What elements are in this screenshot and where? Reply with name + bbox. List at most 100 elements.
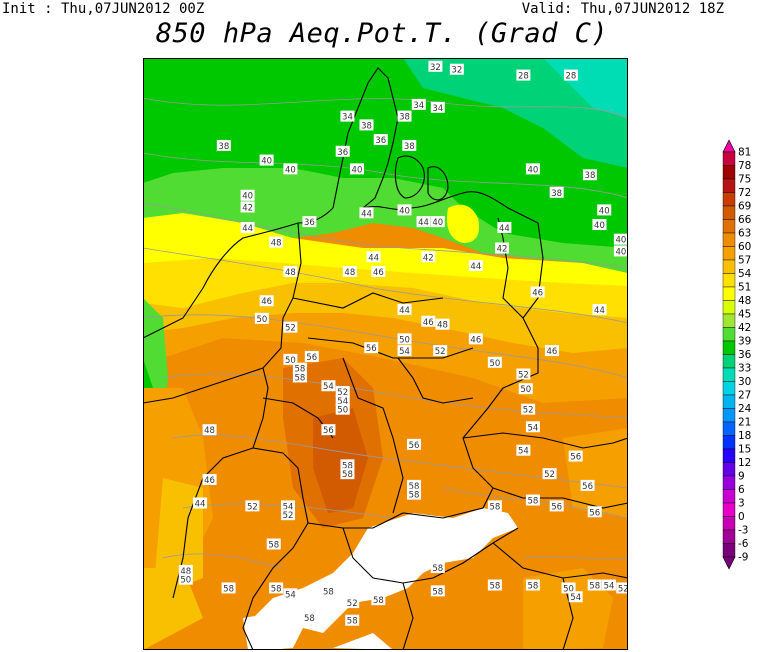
- svg-text:58: 58: [432, 587, 443, 597]
- isotherm-label: 56: [568, 450, 583, 463]
- svg-text:44: 44: [368, 253, 379, 263]
- svg-text:42: 42: [497, 244, 508, 254]
- isotherm-label: 58: [407, 488, 422, 501]
- svg-text:58: 58: [489, 502, 500, 512]
- isotherm-label: 34: [411, 98, 426, 111]
- isotherm-label: 58: [302, 611, 317, 624]
- svg-text:48: 48: [204, 426, 215, 436]
- legend-labels: 8178757269666360575451484542393633302724…: [738, 147, 752, 564]
- svg-text:34: 34: [413, 101, 424, 111]
- svg-text:46: 46: [423, 318, 434, 328]
- svg-text:46: 46: [532, 288, 543, 298]
- svg-text:48: 48: [285, 268, 296, 278]
- isotherm-label: 52: [283, 321, 298, 334]
- legend-swatch: [722, 408, 736, 423]
- svg-text:52: 52: [347, 599, 358, 609]
- svg-text:58: 58: [304, 614, 315, 624]
- svg-text:56: 56: [589, 508, 600, 518]
- isotherm-label: 58: [525, 494, 540, 507]
- legend-value: 63: [738, 228, 751, 240]
- isotherm-label: 52: [516, 368, 531, 381]
- svg-text:40: 40: [285, 165, 296, 175]
- isotherm-label: 38: [359, 119, 374, 131]
- isotherm-label: 40: [597, 204, 612, 216]
- legend-swatch: [722, 516, 736, 531]
- legend-value: 72: [738, 187, 751, 199]
- isotherm-label: 56: [321, 424, 336, 436]
- isotherm-label: 58: [345, 614, 360, 627]
- svg-text:56: 56: [551, 502, 562, 512]
- svg-text:52: 52: [523, 406, 534, 416]
- isotherm-label: 52: [245, 500, 260, 512]
- svg-text:58: 58: [409, 491, 420, 501]
- isotherm-label: 44: [397, 304, 412, 316]
- isotherm-label: 54: [281, 500, 296, 512]
- legend-value: 33: [738, 363, 751, 375]
- svg-text:46: 46: [470, 335, 481, 345]
- isotherm-label: 54: [321, 380, 336, 392]
- svg-text:48: 48: [271, 239, 282, 249]
- isotherm-label: 40: [397, 204, 412, 216]
- svg-text:38: 38: [218, 142, 229, 152]
- isotherm-label: 56: [549, 500, 564, 512]
- isotherm-label: 50: [518, 383, 533, 395]
- isotherm-label: 40: [430, 216, 445, 228]
- isotherm-label: 40: [613, 233, 628, 246]
- legend-swatch: [722, 367, 736, 382]
- svg-text:32: 32: [430, 63, 441, 73]
- isotherm-label: 54: [516, 444, 531, 457]
- init-time-label: Init : Thu,07JUN2012 00Z: [2, 1, 205, 17]
- isotherm-label: 56: [364, 342, 379, 354]
- svg-text:36: 36: [304, 218, 315, 228]
- legend-swatch: [722, 448, 736, 463]
- isotherm-label: 58: [587, 579, 602, 592]
- isotherm-label: 44: [468, 260, 483, 272]
- legend-value: 0: [738, 511, 745, 523]
- legend-value: 81: [738, 147, 751, 159]
- svg-text:56: 56: [570, 453, 581, 463]
- isotherm-label: 58: [371, 594, 386, 606]
- legend-swatch: [722, 327, 736, 342]
- isotherm-label: 40: [525, 163, 540, 175]
- isotherm-label: 46: [468, 333, 483, 345]
- isotherm-label: 40: [283, 163, 298, 175]
- svg-text:58: 58: [294, 365, 305, 375]
- isotherm-label: 58: [340, 459, 355, 471]
- legend-swatch: [722, 165, 736, 180]
- isotherm-label: 46: [259, 295, 274, 307]
- svg-text:48: 48: [180, 567, 191, 577]
- isotherm-label: 40: [349, 163, 364, 175]
- legend-swatch: [722, 354, 736, 369]
- svg-text:38: 38: [404, 142, 415, 152]
- isotherm-label: 50: [178, 573, 193, 586]
- svg-text:52: 52: [618, 584, 628, 594]
- isotherm-label: 58: [487, 500, 502, 512]
- svg-text:52: 52: [283, 511, 294, 521]
- svg-text:34: 34: [432, 104, 443, 114]
- legend-value: 15: [738, 444, 751, 456]
- isotherm-label: 58: [269, 582, 284, 594]
- svg-text:56: 56: [366, 344, 377, 354]
- legend-swatch: [722, 475, 736, 490]
- svg-text:56: 56: [409, 441, 420, 451]
- isotherm-label: 50: [283, 353, 298, 366]
- isotherm-label: 56: [587, 506, 602, 518]
- legend-swatch: [722, 192, 736, 207]
- svg-text:40: 40: [615, 236, 626, 246]
- legend-value: 66: [738, 214, 752, 226]
- legend-value: 30: [738, 376, 751, 388]
- legend-value: 36: [738, 349, 752, 361]
- isotherm-label: 28: [516, 69, 531, 82]
- isotherm-label: 54: [525, 421, 540, 433]
- svg-text:28: 28: [566, 72, 577, 82]
- svg-text:54: 54: [285, 590, 296, 600]
- legend-arrow-bottom: [722, 556, 736, 570]
- svg-text:58: 58: [409, 482, 420, 492]
- isotherm-label: 54: [601, 579, 616, 592]
- legend-value: 12: [738, 457, 751, 469]
- legend-value: 48: [738, 295, 751, 307]
- svg-text:54: 54: [399, 347, 410, 357]
- svg-text:54: 54: [604, 582, 615, 592]
- isotherm-label: 38: [549, 186, 564, 199]
